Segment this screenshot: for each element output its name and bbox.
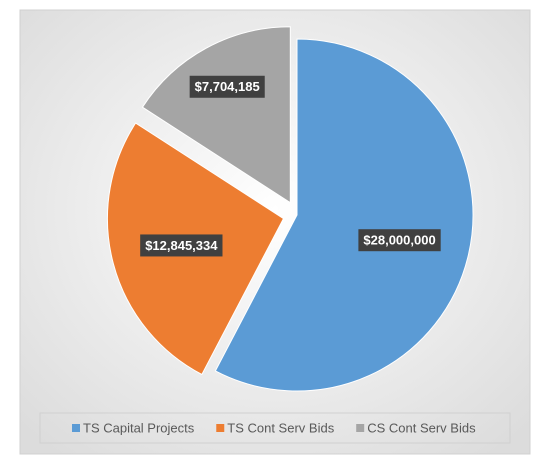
data-label: $28,000,000 bbox=[363, 233, 435, 248]
legend-swatch bbox=[72, 424, 80, 432]
pie-slice bbox=[214, 38, 474, 392]
legend-swatch bbox=[216, 424, 225, 432]
legend-box bbox=[39, 412, 511, 444]
legend-label: TS Cont Serv Bids bbox=[227, 420, 334, 435]
data-label-bg bbox=[189, 75, 265, 98]
legend-label: TS Capital Projects bbox=[83, 420, 195, 435]
legend-swatch bbox=[356, 424, 365, 432]
legend-label: CS Cont Serv Bids bbox=[367, 420, 476, 435]
data-label: $7,704,185 bbox=[195, 79, 260, 94]
data-label-bg bbox=[140, 234, 223, 257]
data-label: $12,845,334 bbox=[145, 238, 218, 253]
data-label-bg bbox=[358, 229, 441, 252]
pie-slice bbox=[141, 26, 291, 204]
